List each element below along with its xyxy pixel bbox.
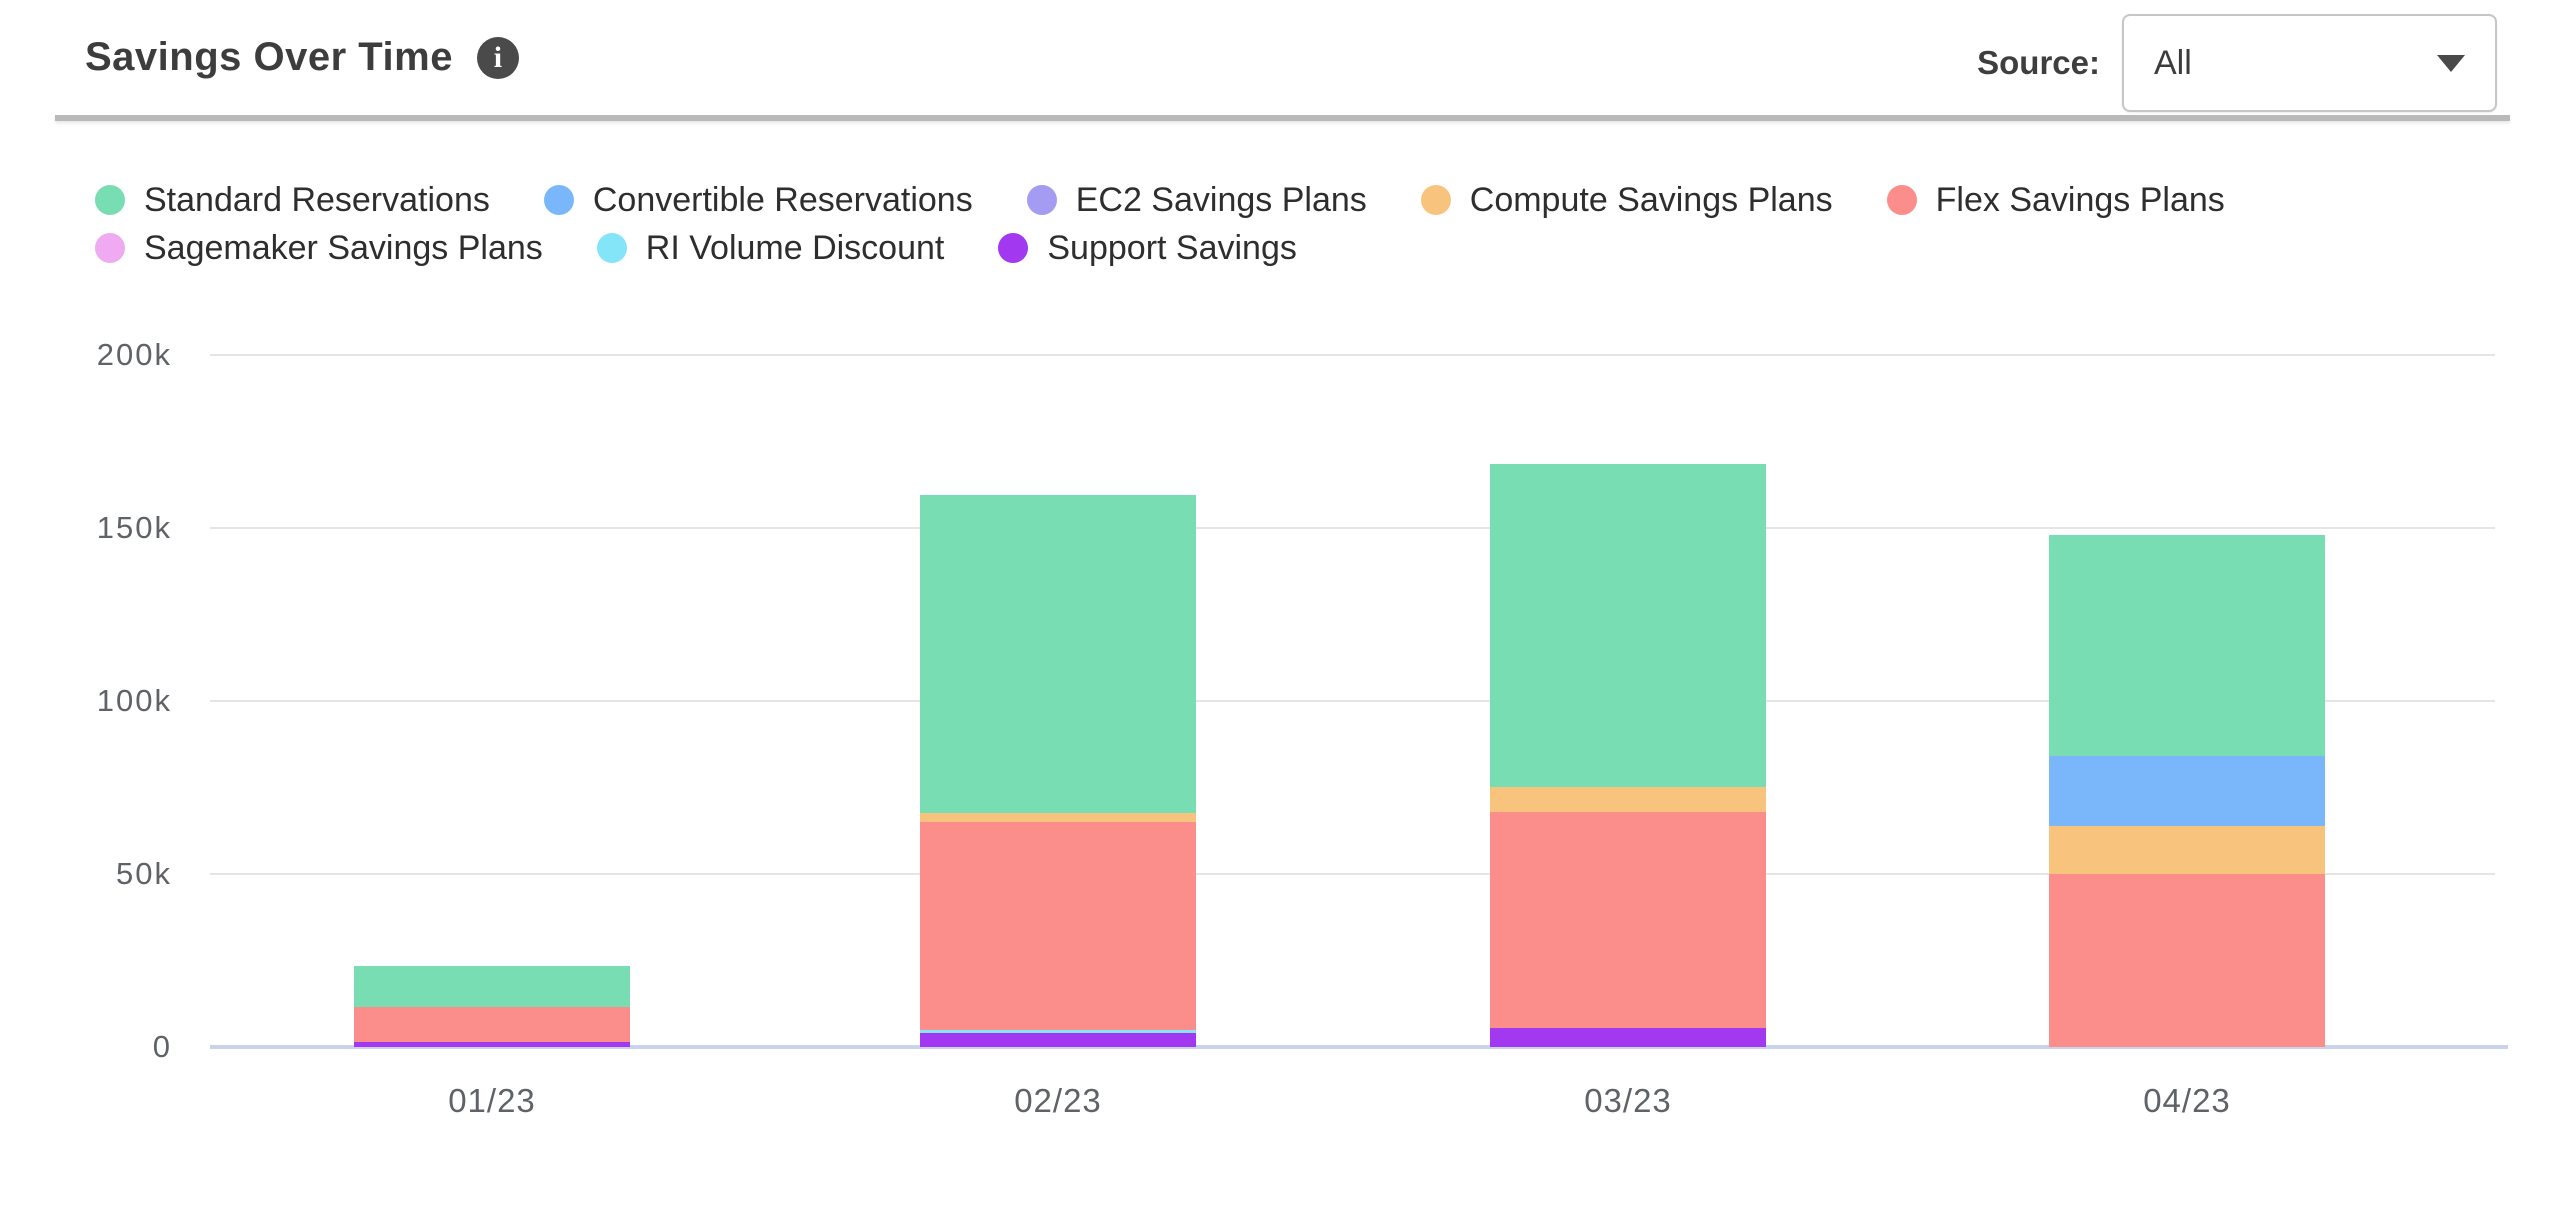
- x-axis-tick-label: 04/23: [2143, 1082, 2231, 1119]
- y-axis-tick-label: 100k: [96, 683, 172, 718]
- segment-flex-savings-plans[interactable]: [920, 822, 1196, 1030]
- gridline-200k: [210, 354, 2495, 356]
- segment-flex-savings-plans[interactable]: [1490, 811, 1766, 1028]
- info-icon[interactable]: i: [476, 36, 519, 79]
- legend-label: EC2 Savings Plans: [1075, 181, 1367, 219]
- y-axis-tick-label: 50k: [116, 856, 172, 891]
- legend-row-2: Sagemaker Savings Plans RI Volume Discoun…: [95, 231, 2395, 265]
- segment-compute-savings-plans[interactable]: [2049, 825, 2325, 874]
- legend-item-flex-savings-plans[interactable]: Flex Savings Plans: [1886, 181, 2225, 219]
- legend-dot-standard-reservations: [95, 185, 125, 215]
- y-axis-tick-label: 200k: [96, 337, 172, 372]
- gridline-150k: [210, 527, 2495, 529]
- legend-item-support-savings[interactable]: Support Savings: [998, 231, 1297, 265]
- source-select[interactable]: All: [2122, 14, 2497, 112]
- legend-item-ec2-savings-plans[interactable]: EC2 Savings Plans: [1026, 181, 1367, 219]
- segment-flex-savings-plans[interactable]: [2049, 873, 2325, 1047]
- legend-label: RI Volume Discount: [645, 229, 945, 267]
- segment-support-savings[interactable]: [920, 1033, 1196, 1047]
- legend-row-1: Standard Reservations Convertible Reserva…: [95, 183, 2395, 217]
- legend-label: Flex Savings Plans: [1935, 181, 2225, 219]
- chart-header: Savings Over Time i Source: All: [0, 0, 2562, 122]
- y-axis-tick-label: 150k: [96, 510, 172, 545]
- bar-04-23[interactable]: [2049, 534, 2325, 1047]
- x-axis-tick-label: 02/23: [1014, 1082, 1102, 1119]
- segment-standard-reservations[interactable]: [354, 965, 630, 1008]
- legend-dot-flex-savings-plans: [1886, 185, 1917, 215]
- source-group: Source: All: [1977, 14, 2497, 112]
- bar-01-23[interactable]: [354, 965, 630, 1047]
- segment-convertible-reservations[interactable]: [2049, 756, 2325, 826]
- legend-item-convertible-reservations[interactable]: Convertible Reservations: [543, 181, 973, 219]
- legend-dot-ec2-savings-plans: [1026, 185, 1057, 215]
- title-group: Savings Over Time i: [85, 0, 519, 115]
- legend-label: Support Savings: [1047, 229, 1297, 267]
- legend-label: Convertible Reservations: [592, 181, 973, 219]
- legend-item-compute-savings-plans[interactable]: Compute Savings Plans: [1420, 181, 1833, 219]
- segment-standard-reservations[interactable]: [920, 495, 1196, 814]
- legend-dot-support-savings: [998, 233, 1029, 263]
- segment-flex-savings-plans[interactable]: [354, 1007, 630, 1042]
- source-label: Source:: [1977, 44, 2100, 81]
- legend-item-standard-reservations[interactable]: Standard Reservations: [95, 183, 490, 217]
- bar-02-23[interactable]: [920, 495, 1196, 1047]
- segment-compute-savings-plans[interactable]: [920, 813, 1196, 823]
- x-axis-tick-label: 01/23: [448, 1082, 536, 1119]
- x-axis-tick-label: 03/23: [1584, 1082, 1672, 1119]
- segment-standard-reservations[interactable]: [2049, 534, 2325, 757]
- segment-support-savings[interactable]: [354, 1041, 630, 1047]
- chart-legend: Standard Reservations Convertible Reserva…: [95, 183, 2395, 265]
- y-axis-tick-label: 0: [152, 1029, 172, 1064]
- segment-ri-volume-discount[interactable]: [920, 1029, 1196, 1034]
- segment-standard-reservations[interactable]: [1490, 463, 1766, 788]
- legend-label: Compute Savings Plans: [1469, 181, 1833, 219]
- legend-label: Sagemaker Savings Plans: [144, 229, 543, 267]
- page-title: Savings Over Time: [85, 35, 453, 79]
- legend-dot-convertible-reservations: [543, 185, 574, 215]
- legend-item-ri-volume-discount[interactable]: RI Volume Discount: [596, 229, 945, 267]
- bar-03-23[interactable]: [1490, 463, 1766, 1047]
- legend-dot-sagemaker-savings-plans: [95, 233, 125, 263]
- legend-dot-compute-savings-plans: [1420, 185, 1451, 215]
- segment-support-savings[interactable]: [1490, 1027, 1766, 1047]
- segment-compute-savings-plans[interactable]: [1490, 787, 1766, 812]
- legend-item-sagemaker-savings-plans[interactable]: Sagemaker Savings Plans: [95, 231, 543, 265]
- source-selected-value: All: [2154, 43, 2192, 82]
- legend-label: Standard Reservations: [144, 181, 490, 219]
- chevron-down-icon: [2437, 54, 2465, 72]
- legend-dot-ri-volume-discount: [596, 233, 627, 263]
- header-divider: [55, 115, 2510, 121]
